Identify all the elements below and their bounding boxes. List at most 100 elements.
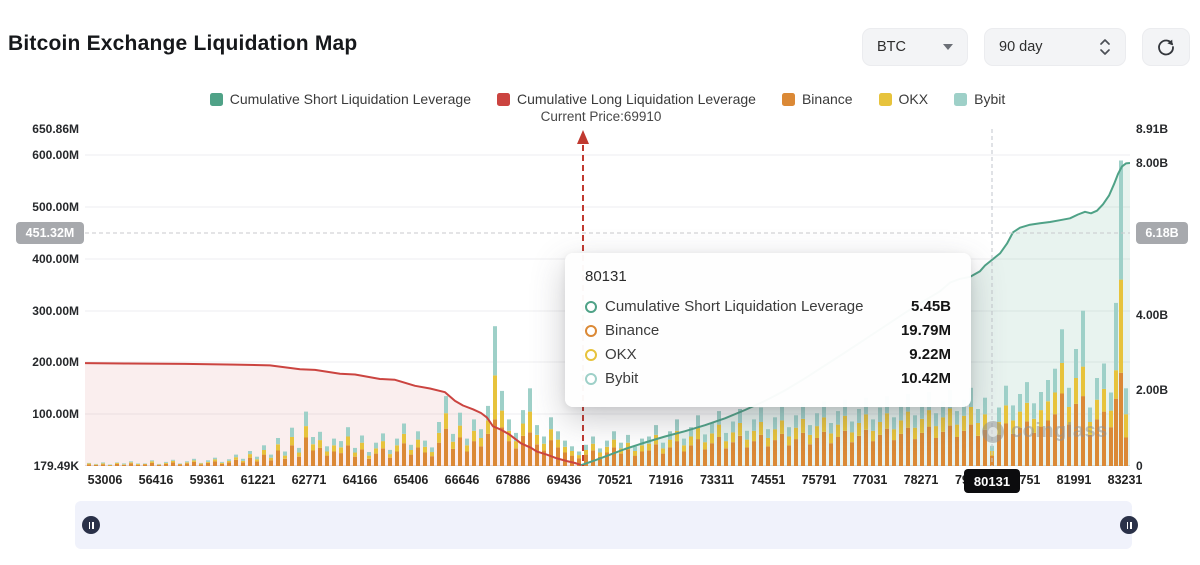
liquidation-bar-stack[interactable] xyxy=(570,446,574,466)
liquidation-bar-stack[interactable] xyxy=(969,387,973,466)
liquidation-bar-stack[interactable] xyxy=(850,421,854,467)
liquidation-bar-stack[interactable] xyxy=(262,445,266,466)
liquidation-bar-stack[interactable] xyxy=(661,442,665,466)
liquidation-bar-stack[interactable] xyxy=(934,413,938,466)
chart-canvas[interactable] xyxy=(85,129,1130,466)
liquidation-bar-stack[interactable] xyxy=(136,463,140,466)
liquidation-bar-stack[interactable] xyxy=(234,454,238,466)
liquidation-bar-stack[interactable] xyxy=(1053,368,1057,466)
liquidation-bar-stack[interactable] xyxy=(157,463,161,466)
liquidation-bar-stack[interactable] xyxy=(220,461,224,466)
liquidation-bar-stack[interactable] xyxy=(682,438,686,466)
liquidation-bar-stack[interactable] xyxy=(514,432,518,466)
liquidation-bar-stack[interactable] xyxy=(521,410,525,466)
liquidation-bar-stack[interactable] xyxy=(248,451,252,466)
legend-item-4[interactable]: OKX xyxy=(878,91,928,107)
liquidation-bar-stack[interactable] xyxy=(416,431,420,466)
liquidation-bar-stack[interactable] xyxy=(759,407,763,467)
liquidation-bar-stack[interactable] xyxy=(1018,394,1022,466)
liquidation-bar-stack[interactable] xyxy=(773,417,777,466)
liquidation-bar-stack[interactable] xyxy=(346,427,350,466)
liquidation-bar-stack[interactable] xyxy=(1119,160,1123,467)
liquidation-bar-stack[interactable] xyxy=(689,427,693,466)
coin-selector[interactable]: BTC xyxy=(862,28,968,66)
liquidation-bar-stack[interactable] xyxy=(878,407,882,467)
liquidation-bar-stack[interactable] xyxy=(290,427,294,466)
liquidation-bar-stack[interactable] xyxy=(654,425,658,466)
liquidation-bar-stack[interactable] xyxy=(724,432,728,466)
liquidation-bar-stack[interactable] xyxy=(1074,349,1078,466)
liquidation-bar-stack[interactable] xyxy=(619,442,623,466)
liquidation-bar-stack[interactable] xyxy=(780,405,784,466)
refresh-button[interactable] xyxy=(1142,28,1190,66)
legend-item-1[interactable]: Cumulative Short Liquidation Leverage xyxy=(209,91,471,107)
liquidation-bar-stack[interactable] xyxy=(486,405,490,466)
liquidation-bar-stack[interactable] xyxy=(563,440,567,466)
liquidation-bar-stack[interactable] xyxy=(549,417,553,466)
liquidation-bar-stack[interactable] xyxy=(696,415,700,466)
liquidation-bar-stack[interactable] xyxy=(472,419,476,466)
liquidation-bar-stack[interactable] xyxy=(766,429,770,466)
liquidation-bar-stack[interactable] xyxy=(437,422,441,466)
liquidation-bar-stack[interactable] xyxy=(640,438,644,466)
liquidation-bar-stack[interactable] xyxy=(213,457,217,466)
liquidation-bar-stack[interactable] xyxy=(360,435,364,467)
liquidation-bar-stack[interactable] xyxy=(584,444,588,466)
legend-item-3[interactable]: Binance xyxy=(781,91,853,107)
liquidation-bar-stack[interactable] xyxy=(325,446,329,466)
liquidation-bar-stack[interactable] xyxy=(612,431,616,466)
liquidation-bar-stack[interactable] xyxy=(738,409,742,466)
liquidation-bar-stack[interactable] xyxy=(745,430,749,466)
liquidation-bar-stack[interactable] xyxy=(556,431,560,466)
liquidation-bar-stack[interactable] xyxy=(339,441,343,466)
liquidation-bar-stack[interactable] xyxy=(500,390,504,466)
liquidation-bar-stack[interactable] xyxy=(423,440,427,466)
liquidation-bar-stack[interactable] xyxy=(913,415,917,466)
liquidation-bar-stack[interactable] xyxy=(164,461,168,466)
liquidation-bar-stack[interactable] xyxy=(752,419,756,466)
liquidation-bar-stack[interactable] xyxy=(983,397,987,466)
range-selector[interactable]: 90 day xyxy=(984,28,1126,66)
liquidation-bar-stack[interactable] xyxy=(297,447,301,466)
liquidation-bar-stack[interactable] xyxy=(332,438,336,466)
liquidation-bar-stack[interactable] xyxy=(815,413,819,466)
legend-item-5[interactable]: Bybit xyxy=(954,91,1005,107)
liquidation-bar-stack[interactable] xyxy=(1109,392,1113,467)
liquidation-bar-stack[interactable] xyxy=(395,438,399,466)
liquidation-bar-stack[interactable] xyxy=(101,462,105,466)
liquidation-bar-stack[interactable] xyxy=(283,451,287,467)
liquidation-bar-stack[interactable] xyxy=(430,447,434,466)
liquidation-bar-stack[interactable] xyxy=(255,456,259,466)
liquidation-bar-stack[interactable] xyxy=(1114,302,1118,466)
liquidation-bar-stack[interactable] xyxy=(990,445,994,466)
liquidation-bar-stack[interactable] xyxy=(675,419,679,466)
liquidation-bar-stack[interactable] xyxy=(528,388,532,466)
liquidation-bar-stack[interactable] xyxy=(1025,382,1029,466)
liquidation-bar-stack[interactable] xyxy=(1046,380,1050,466)
liquidation-bar-stack[interactable] xyxy=(227,459,231,466)
liquidation-bar-stack[interactable] xyxy=(241,458,245,466)
liquidation-bar-stack[interactable] xyxy=(598,448,602,466)
liquidation-bar-stack[interactable] xyxy=(787,427,791,466)
liquidation-bar-stack[interactable] xyxy=(843,399,847,466)
liquidation-bar-stack[interactable] xyxy=(857,409,861,466)
liquidation-bar-stack[interactable] xyxy=(899,405,903,466)
liquidation-bar-stack[interactable] xyxy=(150,460,154,466)
liquidation-bar-stack[interactable] xyxy=(836,411,840,466)
liquidation-bar-stack[interactable] xyxy=(920,403,924,466)
liquidation-bar-stack[interactable] xyxy=(444,396,448,466)
liquidation-bar-stack[interactable] xyxy=(108,464,112,466)
liquidation-bar-stack[interactable] xyxy=(955,411,959,466)
liquidation-bar-stack[interactable] xyxy=(1102,363,1106,467)
liquidation-bar-stack[interactable] xyxy=(276,438,280,466)
liquidation-bar-stack[interactable] xyxy=(143,463,147,466)
liquidation-bar-stack[interactable] xyxy=(976,409,980,466)
liquidation-bar-stack[interactable] xyxy=(458,412,462,466)
liquidation-bar-stack[interactable] xyxy=(577,451,581,467)
liquidation-bar-stack[interactable] xyxy=(388,449,392,466)
zoom-slider-track[interactable] xyxy=(75,501,1138,549)
liquidation-bar-stack[interactable] xyxy=(353,447,357,466)
liquidation-bar-stack[interactable] xyxy=(304,411,308,466)
liquidation-bar-stack[interactable] xyxy=(374,442,378,466)
liquidation-bar-stack[interactable] xyxy=(1032,403,1036,466)
